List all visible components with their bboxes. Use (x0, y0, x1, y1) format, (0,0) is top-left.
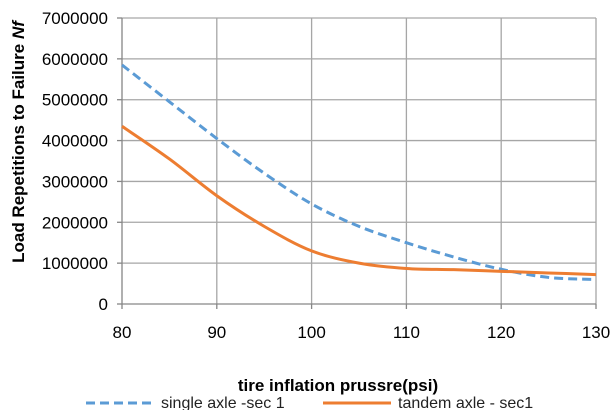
y-tick-label: 3000000 (42, 172, 108, 191)
y-tick-label: 7000000 (42, 9, 108, 28)
legend-item-tandem-axle: tandem axle - sec1 (323, 395, 533, 410)
grid (122, 17, 597, 304)
legend: single axle -sec 1 tandem axle - sec1 (86, 395, 533, 410)
legend-item-single-axle: single axle -sec 1 (86, 395, 285, 410)
x-axis-title: tire inflation prussre(psi) (238, 376, 438, 395)
series-line-tandem-axle (121, 125, 597, 277)
x-tick-label: 110 (393, 323, 420, 342)
legend-label-single-axle: single axle -sec 1 (161, 395, 285, 410)
series-line-single-axle (121, 63, 597, 281)
legend-label-tandem-axle: tandem axle - sec1 (398, 395, 533, 410)
x-tick-label: 100 (297, 323, 325, 342)
y-tick-label: 1000000 (42, 254, 108, 273)
x-tick-label: 120 (487, 323, 515, 342)
y-tick-label: 0 (99, 295, 108, 314)
axes (117, 17, 597, 309)
y-tick-label: 2000000 (42, 213, 108, 232)
x-tick-label: 80 (113, 323, 132, 342)
y-tick-label: 4000000 (42, 132, 108, 151)
y-axis-title: Load Repetitions to Failure Nf (9, 19, 28, 263)
y-tick-label: 6000000 (42, 50, 108, 69)
y-axis-title-symbol: Nf (9, 19, 28, 39)
series-lines (121, 63, 597, 281)
y-tick-label: 5000000 (42, 91, 108, 110)
x-tick-label: 90 (207, 323, 226, 342)
y-axis-title-text: Load Repetitions to Failure (9, 39, 28, 263)
tick-labels: 0 1000000 2000000 3000000 4000000 5000000 6000… (42, 9, 610, 342)
x-tick-label: 130 (582, 323, 610, 342)
